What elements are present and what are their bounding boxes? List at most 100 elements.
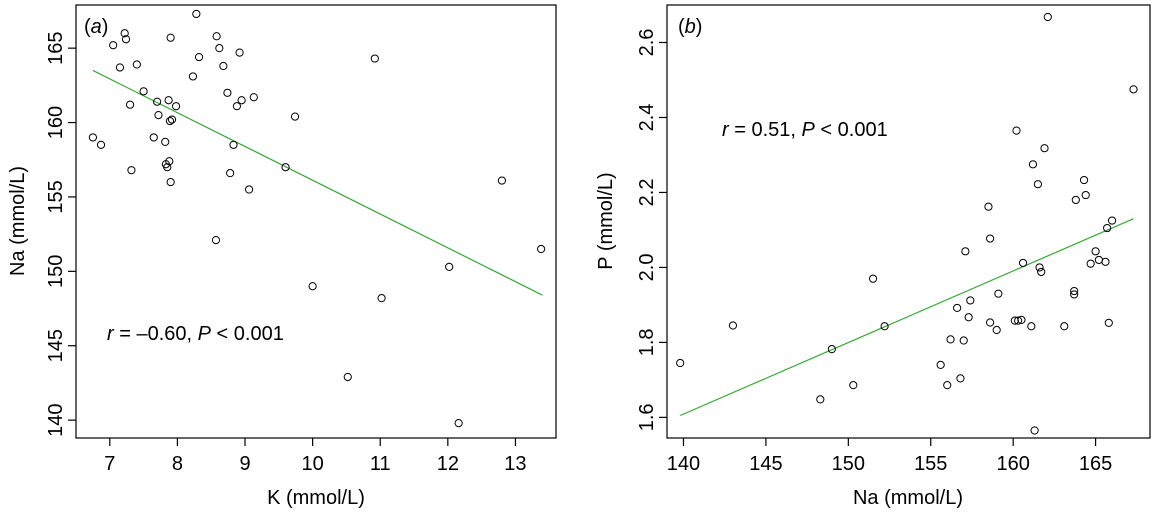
- data-point-b: [961, 247, 970, 256]
- data-point-b: [880, 322, 889, 331]
- data-point-b: [943, 381, 952, 390]
- annotation-text-a: r = –0.60, P < 0.001: [107, 323, 284, 345]
- y-tick-label-a: 150: [45, 255, 67, 288]
- panel-label-a: (a): [84, 16, 108, 38]
- data-point-b: [868, 274, 878, 283]
- data-point-a: [232, 102, 242, 111]
- y-tick-label-a: 140: [45, 403, 67, 436]
- data-point-b: [1091, 247, 1100, 256]
- data-point-b: [984, 202, 993, 211]
- x-tick-label-a: 12: [437, 453, 459, 475]
- y-tick-label-b: 1.8: [636, 328, 658, 356]
- data-point-a: [166, 177, 175, 187]
- data-point-a: [161, 137, 170, 146]
- data-point-a: [167, 115, 177, 124]
- data-point-b: [1018, 258, 1028, 268]
- data-point-a: [115, 63, 125, 72]
- data-point-a: [445, 262, 454, 271]
- data-point-b: [956, 374, 965, 383]
- panel-b: 140 145 150 155 160 165 1.6 1.8 2.0 2.2 2.4 2.6 (b)…: [595, 4, 1151, 509]
- data-point-b: [1079, 175, 1089, 185]
- data-point-b: [1094, 255, 1103, 265]
- data-points-b: [676, 12, 1138, 435]
- data-point-b: [966, 296, 975, 305]
- annotation-a: r = –0.60, P < 0.001: [101, 316, 319, 348]
- data-point-b: [1104, 318, 1113, 328]
- x-tick-label-b: 155: [914, 453, 947, 475]
- data-point-a: [212, 32, 221, 41]
- data-point-b: [676, 358, 685, 368]
- axes-b: 140 145 150 155 160 165 1.6 1.8 2.0 2.2 2.4 2.6: [636, 29, 1134, 475]
- data-point-a: [343, 372, 352, 382]
- data-point-a: [188, 72, 198, 81]
- data-point-a: [229, 140, 238, 149]
- data-point-b: [1060, 322, 1069, 331]
- data-point-b: [985, 318, 995, 327]
- data-point-b: [1070, 290, 1079, 299]
- data-point-a: [127, 166, 136, 175]
- data-point-b: [1086, 259, 1095, 268]
- data-point-b: [1010, 316, 1019, 325]
- data-point-a: [226, 169, 235, 178]
- data-point-a: [370, 54, 379, 63]
- annotation-b: r = 0.51, P < 0.001: [715, 112, 923, 144]
- data-point-a: [132, 60, 141, 69]
- data-point-a: [497, 176, 507, 185]
- data-point-a: [121, 35, 131, 44]
- x-tick-label-a: 8: [172, 453, 183, 475]
- data-point-a: [125, 100, 135, 109]
- data-point-b: [1107, 216, 1117, 225]
- data-point-a: [235, 48, 244, 57]
- data-point-b: [816, 395, 825, 404]
- data-point-b: [953, 303, 962, 313]
- y-tick-label-b: 2.4: [636, 104, 658, 132]
- data-point-a: [96, 140, 106, 149]
- data-point-b: [1081, 190, 1090, 200]
- data-point-b: [1017, 315, 1026, 325]
- annotation-bg-a: [101, 316, 319, 348]
- data-point-a: [281, 163, 290, 172]
- data-point-a: [164, 96, 173, 105]
- data-point-a: [249, 93, 258, 102]
- plot-frame-b: [666, 4, 1151, 439]
- y-axis-title-a: Na (mmol/L): [7, 166, 29, 276]
- data-point-b: [1070, 286, 1079, 296]
- data-point-a: [165, 157, 174, 166]
- data-point-a: [454, 419, 463, 428]
- data-point-a: [211, 235, 221, 245]
- data-point-a: [171, 102, 181, 111]
- y-tick-label-b: 1.6: [636, 403, 658, 431]
- data-point-b: [1040, 144, 1049, 153]
- y-tick-label-b: 2.0: [636, 254, 658, 282]
- data-point-a: [109, 41, 118, 50]
- x-tick-label-a: 10: [301, 453, 323, 475]
- data-point-b: [827, 345, 836, 354]
- data-point-a: [166, 33, 175, 42]
- y-tick-label-a: 155: [45, 180, 67, 213]
- annotation-text-b: r = 0.51, P < 0.001: [722, 119, 888, 141]
- data-point-a: [537, 244, 546, 254]
- x-tick-label-b: 140: [667, 453, 700, 475]
- regression-line-b: [679, 218, 1134, 417]
- y-tick-label-a: 165: [45, 31, 67, 64]
- data-point-b: [1071, 195, 1080, 205]
- data-point-a: [165, 116, 175, 126]
- data-point-b: [985, 234, 995, 243]
- annotation-bg-b: [715, 112, 923, 144]
- x-tick-label-b: 145: [749, 453, 782, 475]
- y-tick-label-b: 2.6: [636, 29, 658, 57]
- data-point-a: [194, 52, 204, 62]
- regression-line-a: [92, 69, 543, 296]
- data-point-a: [223, 88, 232, 97]
- data-point-a: [377, 294, 386, 303]
- data-point-a: [290, 112, 300, 121]
- data-point-a: [308, 282, 317, 291]
- x-axis-title-a: K (mmol/L): [267, 487, 365, 509]
- x-tick-label-a: 7: [104, 453, 115, 475]
- data-point-a: [153, 97, 162, 106]
- y-tick-label-a: 145: [45, 329, 67, 362]
- data-point-b: [946, 335, 955, 344]
- x-axis-title-b: Na (mmol/L): [853, 487, 963, 509]
